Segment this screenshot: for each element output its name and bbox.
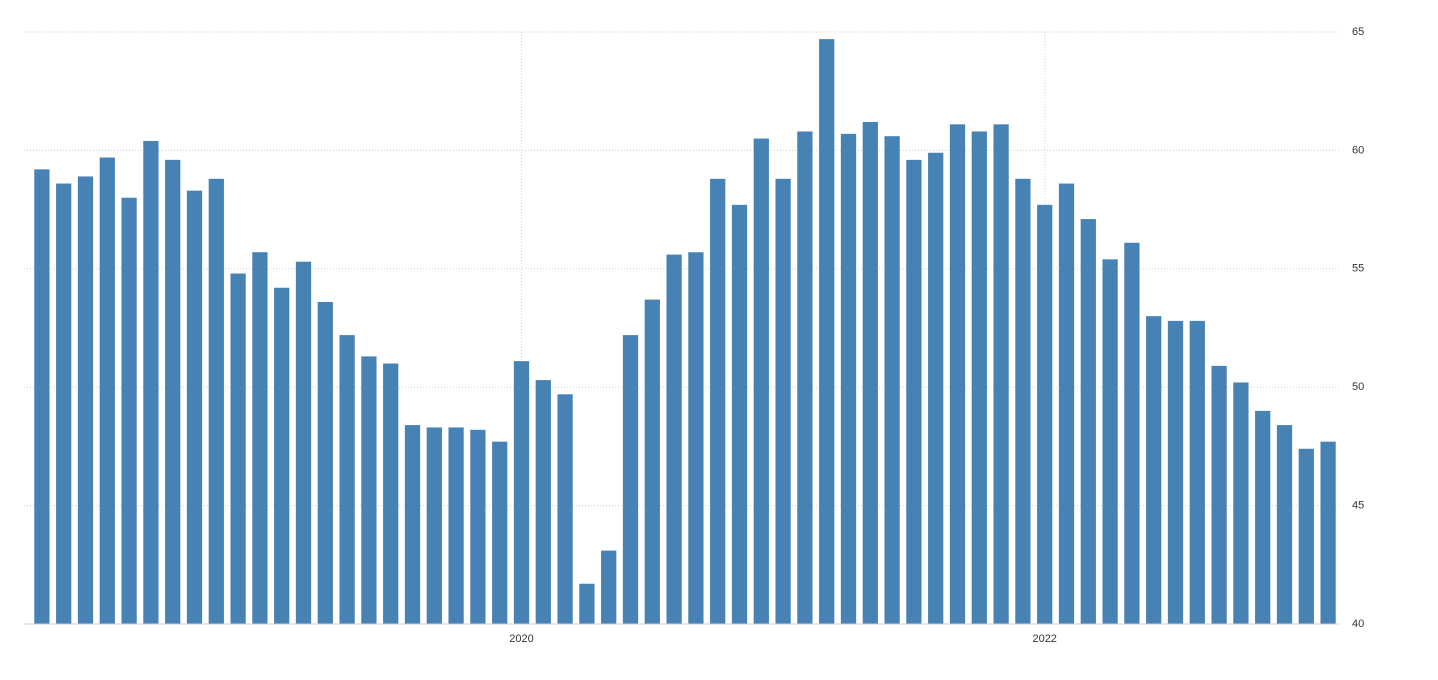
bar xyxy=(949,124,966,625)
bar xyxy=(143,140,159,625)
bar xyxy=(928,152,944,624)
bar xyxy=(993,124,1009,625)
bar xyxy=(775,178,791,625)
bar xyxy=(601,550,617,624)
bar xyxy=(644,299,660,624)
bar xyxy=(819,39,835,624)
bar xyxy=(666,254,682,625)
bar xyxy=(688,252,704,624)
bar xyxy=(622,335,639,624)
bar xyxy=(1058,183,1075,624)
bar xyxy=(470,429,486,624)
bar xyxy=(404,425,421,624)
bar xyxy=(710,178,726,625)
bar xyxy=(77,176,94,624)
bar xyxy=(1146,316,1162,624)
x-tick-label: 2020 xyxy=(509,633,533,645)
bar xyxy=(862,121,878,624)
bar xyxy=(34,169,50,624)
bar xyxy=(579,583,595,624)
bar xyxy=(361,356,377,624)
bar xyxy=(884,136,900,624)
x-tick-label: 2022 xyxy=(1032,633,1056,645)
bar xyxy=(56,183,72,624)
y-tick-label: 65 xyxy=(1352,26,1364,38)
bar xyxy=(1211,365,1227,624)
bar xyxy=(295,261,312,624)
bar xyxy=(99,157,115,624)
bar xyxy=(186,190,203,624)
bar xyxy=(448,427,464,624)
bar xyxy=(840,133,857,624)
bar xyxy=(1320,441,1336,624)
bar xyxy=(557,394,573,624)
bar xyxy=(797,131,813,624)
bar xyxy=(208,178,224,625)
bar xyxy=(121,197,137,624)
y-tick-label: 55 xyxy=(1352,263,1364,275)
bar xyxy=(426,427,442,624)
bar xyxy=(731,204,748,624)
bar xyxy=(1255,410,1271,624)
bar xyxy=(165,159,181,624)
y-tick-label: 45 xyxy=(1352,500,1364,512)
bar xyxy=(1189,320,1205,624)
bar xyxy=(383,363,399,624)
bar xyxy=(1298,448,1314,624)
bar xyxy=(1276,425,1293,624)
bar xyxy=(230,273,246,624)
bar xyxy=(317,301,333,624)
bar xyxy=(492,441,508,624)
y-tick-label: 40 xyxy=(1352,618,1364,630)
bar xyxy=(1015,178,1031,625)
bar xyxy=(339,335,355,624)
y-tick-label: 50 xyxy=(1352,381,1364,393)
bar xyxy=(1167,320,1184,624)
bar xyxy=(906,159,922,624)
y-tick-label: 60 xyxy=(1352,144,1364,156)
bar xyxy=(1037,204,1053,624)
bar xyxy=(513,361,530,624)
bar xyxy=(1102,259,1118,624)
bar xyxy=(535,380,551,624)
bar xyxy=(1124,242,1140,624)
bar xyxy=(274,287,290,624)
bar xyxy=(753,138,769,624)
bar xyxy=(252,252,268,624)
bar xyxy=(1233,382,1249,624)
bar xyxy=(971,131,987,624)
bar xyxy=(1080,219,1096,624)
